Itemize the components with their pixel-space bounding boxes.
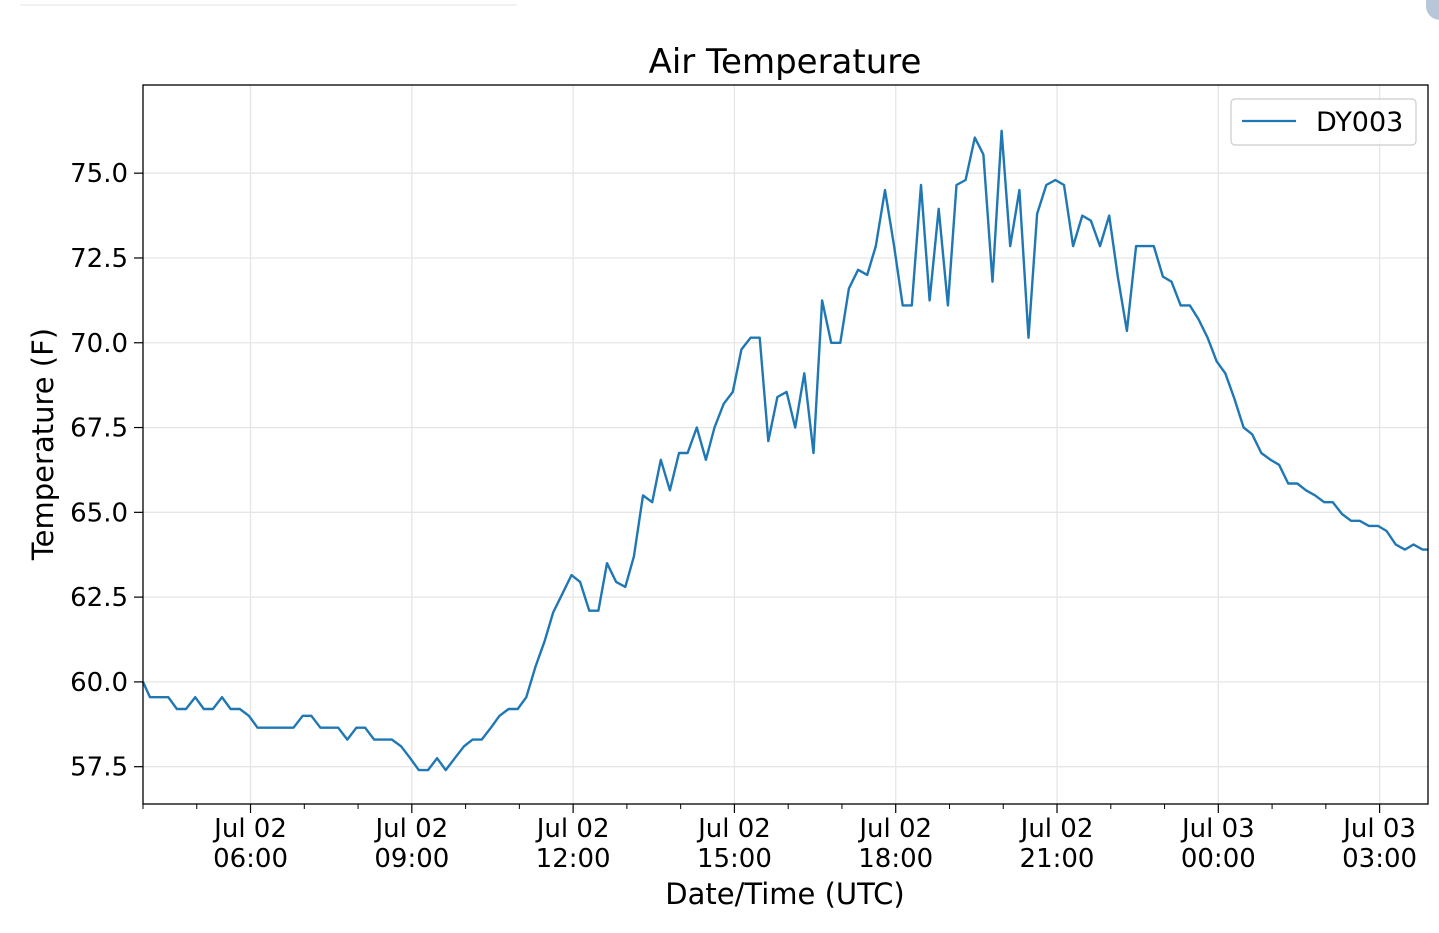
x-tick-label-time: 18:00: [858, 844, 933, 874]
x-tick-label-date: Jul 03: [1341, 814, 1416, 844]
y-tick-label: 75.0: [70, 159, 128, 189]
axis-ticks: [134, 172, 1381, 813]
legend-box: [1230, 98, 1417, 146]
y-tick-label: 65.0: [70, 498, 128, 528]
legend-label-dy003: DY003: [1316, 107, 1403, 138]
y-axis-label: Temperature (F): [26, 328, 60, 561]
chart-title: Air Temperature: [649, 42, 922, 82]
x-tick-label-time: 00:00: [1181, 844, 1256, 874]
corner-scroll-handle: [1426, 0, 1439, 20]
x-tick-label-time: 15:00: [697, 844, 772, 874]
y-tick-label: 62.5: [70, 583, 128, 613]
x-tick-label-date: Jul 02: [857, 814, 932, 844]
top-divider: [20, 4, 517, 6]
x-tick-label-time: 21:00: [1020, 844, 1095, 874]
x-tick-label-date: Jul 02: [1019, 814, 1094, 844]
x-tick-label-date: Jul 03: [1180, 814, 1255, 844]
y-tick-label: 57.5: [70, 753, 128, 783]
x-tick-label-date: Jul 02: [696, 814, 771, 844]
series-layer: [141, 129, 1428, 772]
x-tick-label-date: Jul 02: [535, 814, 610, 844]
plot-frame: [142, 84, 1429, 805]
x-tick-label-time: 03:00: [1342, 844, 1417, 874]
y-tick-label: 67.5: [70, 414, 128, 444]
x-tick-label-time: 09:00: [374, 844, 449, 874]
y-tick-label: 72.5: [70, 244, 128, 274]
y-tick-label: 70.0: [70, 329, 128, 359]
y-tick-label: 60.0: [70, 668, 128, 698]
x-tick-label-date: Jul 02: [212, 814, 287, 844]
series-line-dy003: [141, 129, 1428, 772]
x-tick-label-time: 06:00: [213, 844, 288, 874]
x-tick-label-date: Jul 02: [373, 814, 448, 844]
grid-lines: [143, 85, 1428, 804]
x-axis-label: Date/Time (UTC): [665, 877, 904, 911]
x-tick-label-time: 12:00: [536, 844, 611, 874]
legend: DY003: [1230, 98, 1417, 146]
